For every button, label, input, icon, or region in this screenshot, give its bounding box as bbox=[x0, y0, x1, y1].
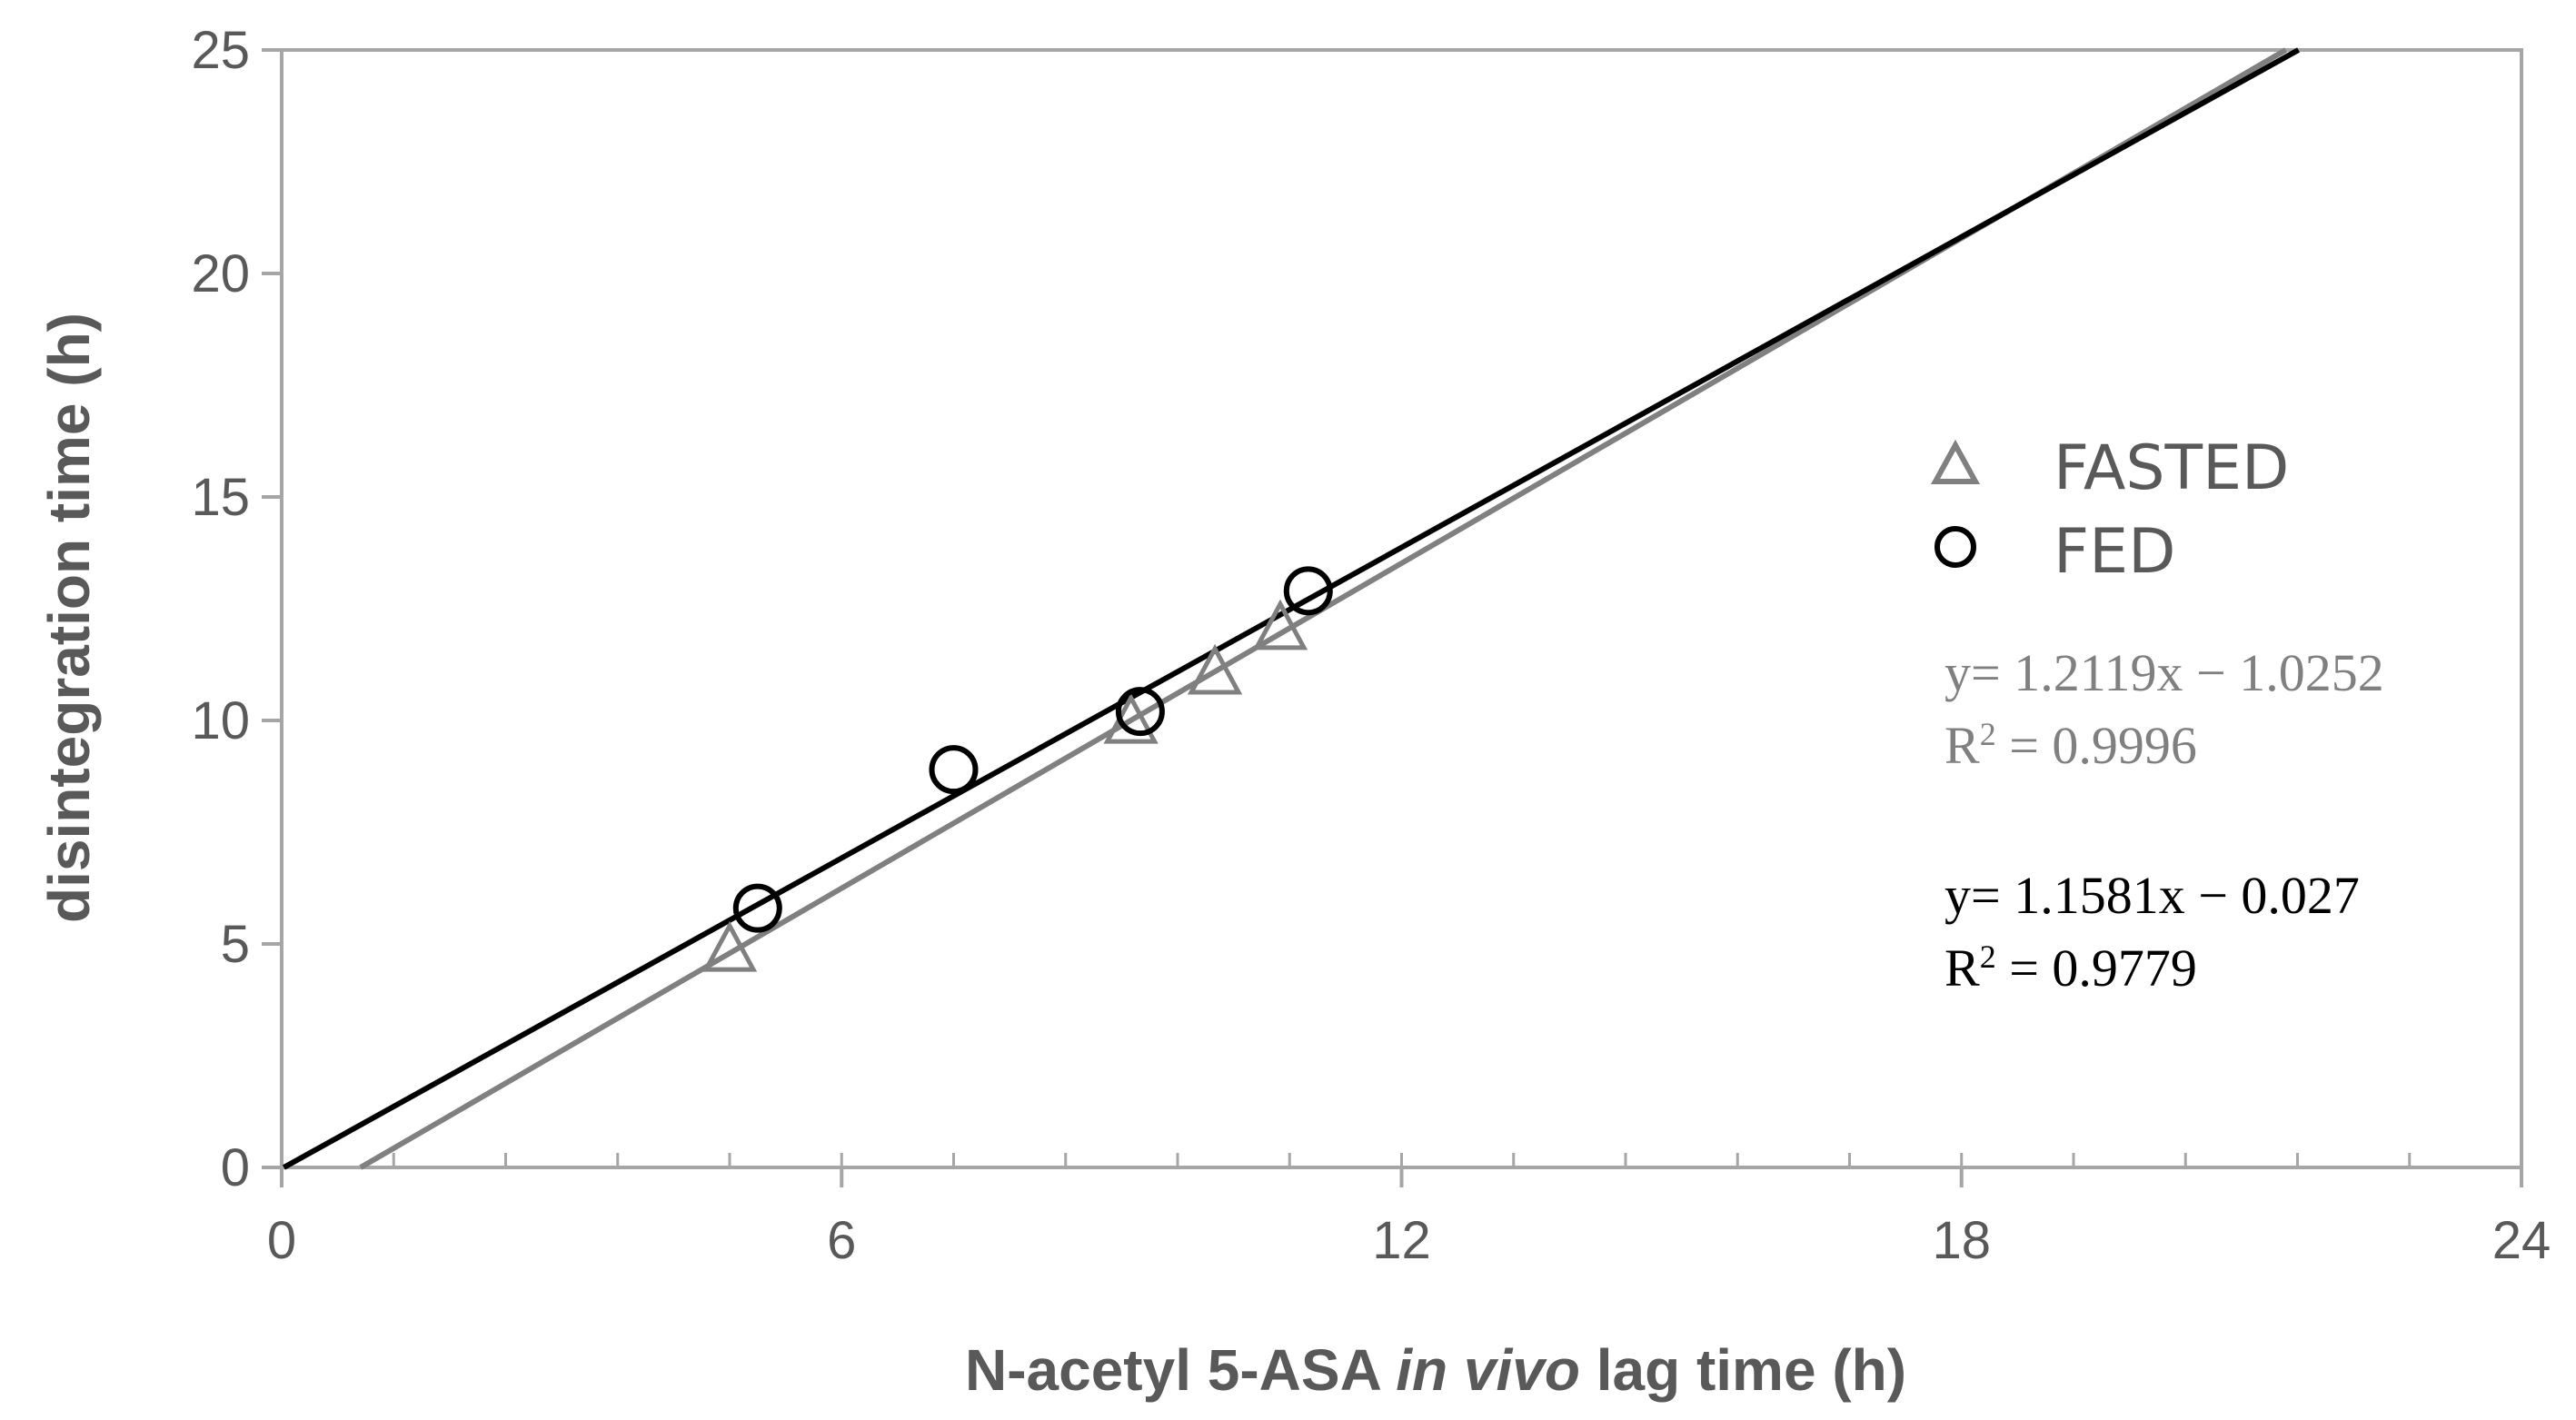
data-markers bbox=[701, 566, 1333, 972]
legend-circle-icon bbox=[1934, 526, 1976, 568]
y-tick-label: 5 bbox=[221, 915, 250, 974]
fasted-equation: y= 1.2119x − 1.0252 bbox=[1944, 643, 2384, 702]
x-axis-title: N-acetyl 5-ASA in vivo lag time (h) bbox=[965, 1337, 1906, 1403]
regression-annotations: y= 1.2119x − 1.0252 R2 = 0.9996 y= 1.158… bbox=[1944, 643, 2384, 998]
legend-label-fasted: FASTED bbox=[2054, 432, 2289, 504]
y-tick-label: 10 bbox=[191, 691, 250, 750]
fasted-data-point bbox=[1187, 643, 1243, 695]
y-axis-title: disintegration time (h) bbox=[36, 313, 102, 923]
y-tick-label: 15 bbox=[191, 468, 250, 527]
fed-data-point bbox=[732, 883, 782, 933]
y-tick-label: 0 bbox=[221, 1138, 250, 1197]
x-tick-label: 0 bbox=[267, 1211, 296, 1270]
x-tick-label: 18 bbox=[1932, 1211, 1991, 1270]
axes: 0 6 12 18 24 0 5 10 15 20 25 bbox=[191, 21, 2551, 1270]
y-tick-label: 20 bbox=[191, 244, 250, 303]
fasted-data-point bbox=[701, 920, 758, 972]
legend-triangle-icon bbox=[1930, 439, 1981, 484]
x-tick-label: 12 bbox=[1372, 1211, 1431, 1270]
fed-data-point bbox=[1283, 566, 1333, 616]
fed-equation: y= 1.1581x − 0.027 bbox=[1944, 866, 2360, 925]
y-tick-label: 25 bbox=[191, 21, 250, 80]
fed-data-point bbox=[929, 745, 979, 795]
fasted-data-point bbox=[1252, 599, 1308, 650]
fed-trend-line bbox=[282, 47, 2301, 1170]
x-tick-label: 24 bbox=[2492, 1211, 2551, 1270]
fed-data-point bbox=[1115, 687, 1165, 737]
legend-label-fed: FED bbox=[2054, 516, 2175, 588]
legend: FASTED FED bbox=[1930, 432, 2289, 588]
x-tick-label: 6 bbox=[827, 1211, 856, 1270]
fed-r-squared: R2 = 0.9779 bbox=[1944, 938, 2197, 998]
fasted-r-squared: R2 = 0.9996 bbox=[1944, 716, 2197, 775]
